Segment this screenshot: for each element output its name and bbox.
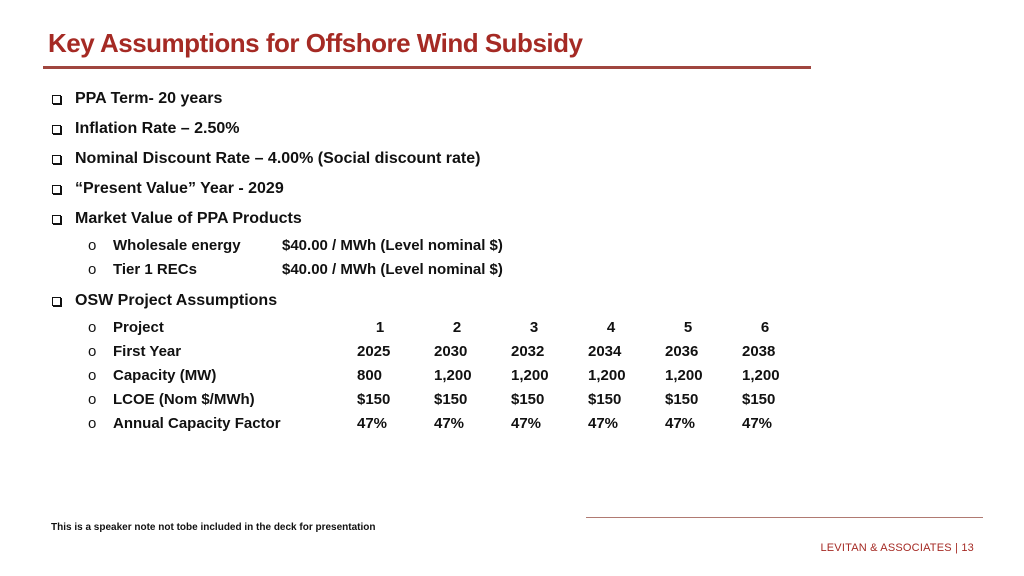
checkbox-square-icon (52, 155, 61, 164)
osw-row-label: Capacity (MW) (113, 367, 217, 384)
market-item-label: Tier 1 RECs (113, 261, 197, 278)
osw-table-cell: $150 (357, 391, 391, 408)
bullet-item: OSW Project Assumptions (48, 286, 948, 316)
circle-bullet-icon: o (88, 237, 97, 254)
osw-table-cell: 1 (375, 319, 385, 336)
footer-text: LEVITAN & ASSOCIATES | 13 (820, 542, 974, 554)
bullet-list: PPA Term- 20 years Inflation Rate – 2.50… (48, 84, 948, 436)
osw-table-row: o LCOE (Nom $/MWh) $150 $150 $150 $150 $150 $15… (48, 388, 948, 412)
osw-table-cell: 4 (606, 319, 616, 336)
circle-bullet-icon: o (88, 319, 97, 336)
footer-divider (586, 517, 983, 518)
checkbox-square-icon (52, 215, 61, 224)
circle-bullet-icon: o (88, 415, 97, 432)
slide-title: Key Assumptions for Offshore Wind Subsid… (48, 28, 583, 58)
bullet-text: PPA Term- 20 years (75, 90, 223, 107)
bullet-text: “Present Value” Year - 2029 (75, 180, 284, 197)
osw-table-cell: 3 (529, 319, 539, 336)
osw-row-label: LCOE (Nom $/MWh) (113, 391, 255, 408)
osw-table-cell: 2038 (742, 343, 776, 360)
osw-table-row: o First Year 2025 2030 2032 2034 2036 2038 (48, 340, 948, 364)
osw-table-cell: 5 (683, 319, 693, 336)
osw-table-cell: $150 (742, 391, 776, 408)
osw-table-cell: $150 (665, 391, 699, 408)
osw-table-cell: $150 (511, 391, 545, 408)
osw-table-cell: $150 (588, 391, 622, 408)
bullet-item: “Present Value” Year - 2029 (48, 174, 948, 204)
market-value-item: o Wholesale energy $40.00 / MWh (Level n… (48, 234, 948, 258)
checkbox-square-icon (52, 185, 61, 194)
market-value-item: o Tier 1 RECs $40.00 / MWh (Level nomina… (48, 258, 948, 282)
market-item-label: Wholesale energy (113, 237, 241, 254)
checkbox-square-icon (52, 125, 61, 134)
osw-table-cell: $150 (434, 391, 468, 408)
circle-bullet-icon: o (88, 343, 97, 360)
osw-table-cell: 2036 (665, 343, 699, 360)
speaker-note: This is a speaker note not tobe included… (51, 522, 376, 533)
circle-bullet-icon: o (88, 367, 97, 384)
osw-table-cell: 1,200 (742, 367, 780, 384)
bullet-text: Market Value of PPA Products (75, 210, 302, 227)
title-underline (43, 66, 811, 69)
osw-table-cell: 1,200 (511, 367, 549, 384)
osw-table-cell: 800 (357, 367, 383, 384)
circle-bullet-icon: o (88, 391, 97, 408)
osw-table-cell: 2032 (511, 343, 545, 360)
osw-table-cell: 2034 (588, 343, 622, 360)
bullet-item: Inflation Rate – 2.50% (48, 114, 948, 144)
osw-assumptions-table: o Project 1 2 3 4 5 6 o First Year 2025 2030 2032 203… (48, 316, 948, 436)
osw-table-cell: 47% (511, 415, 542, 432)
osw-row-label: First Year (113, 343, 182, 360)
osw-table-cell: 6 (760, 319, 770, 336)
market-item-value: $40.00 / MWh (Level nominal $) (282, 261, 503, 278)
bullet-item: Nominal Discount Rate – 4.00% (Social di… (48, 144, 948, 174)
osw-table-cell: 1,200 (665, 367, 703, 384)
osw-row-label: Project (113, 319, 164, 336)
osw-table-cell: 2 (452, 319, 462, 336)
checkbox-square-icon (52, 95, 61, 104)
checkbox-square-icon (52, 297, 61, 306)
osw-table-row: o Annual Capacity Factor 47% 47% 47% 47% 47% 47… (48, 412, 948, 436)
osw-table-cell: 1,200 (588, 367, 626, 384)
osw-table-cell: 2025 (357, 343, 391, 360)
osw-table-cell: 47% (434, 415, 465, 432)
osw-table-row: o Project 1 2 3 4 5 6 (48, 316, 948, 340)
bullet-text: Nominal Discount Rate – 4.00% (Social di… (75, 150, 481, 167)
osw-table-cell: 2030 (434, 343, 468, 360)
osw-table-cell: 47% (742, 415, 773, 432)
osw-table-cell: 47% (665, 415, 696, 432)
bullet-item: PPA Term- 20 years (48, 84, 948, 114)
osw-table-cell: 47% (588, 415, 619, 432)
osw-table-row: o Capacity (MW) 800 1,200 1,200 1,200 1,200 1,2… (48, 364, 948, 388)
circle-bullet-icon: o (88, 261, 97, 278)
osw-table-cell: 47% (357, 415, 388, 432)
bullet-text: Inflation Rate – 2.50% (75, 120, 240, 137)
osw-table-cell: 1,200 (434, 367, 472, 384)
osw-heading: OSW Project Assumptions (75, 292, 278, 309)
bullet-item: Market Value of PPA Products (48, 204, 948, 234)
osw-row-label: Annual Capacity Factor (113, 415, 281, 432)
market-item-value: $40.00 / MWh (Level nominal $) (282, 237, 503, 254)
